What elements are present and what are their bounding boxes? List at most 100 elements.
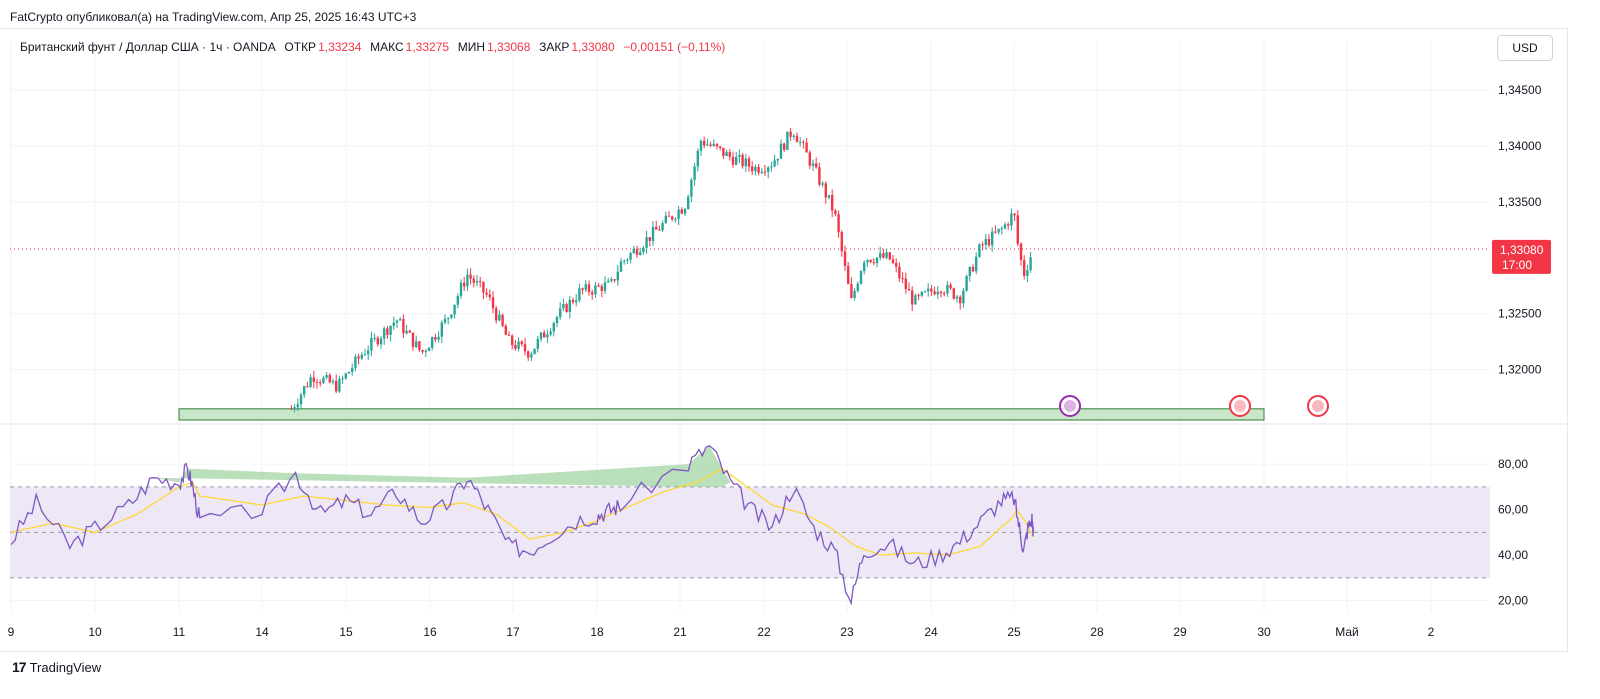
candle — [504, 323, 507, 335]
candle-body — [571, 299, 575, 303]
candle-body — [693, 166, 696, 180]
candle — [344, 372, 347, 380]
candle — [456, 293, 459, 309]
candle — [315, 378, 319, 389]
rsi-tick-label: 20,00 — [1498, 594, 1528, 608]
candle — [495, 305, 498, 324]
candle — [994, 225, 997, 234]
candle — [952, 287, 955, 300]
candle — [885, 248, 888, 260]
candle-body — [543, 332, 546, 338]
us-flag-event-icon — [1307, 395, 1329, 417]
candle — [651, 221, 655, 246]
candle — [533, 348, 536, 355]
close-label: ЗАКР — [539, 40, 570, 54]
candle-body — [747, 158, 751, 167]
candle-body — [895, 263, 898, 267]
candle — [587, 280, 591, 296]
candle-body — [837, 214, 840, 233]
candle — [943, 291, 946, 297]
candle — [1016, 209, 1019, 247]
candle — [751, 161, 754, 176]
candle-body — [443, 318, 447, 323]
candle — [322, 375, 325, 385]
candle-body — [975, 256, 978, 272]
candle — [907, 282, 911, 291]
candle — [463, 276, 466, 291]
candle — [664, 211, 667, 224]
candle-body — [1013, 213, 1016, 216]
candle-body — [379, 338, 383, 345]
candle-body — [952, 288, 955, 299]
candle-body — [955, 296, 959, 299]
publish-caption: FatCrypto опубликовал(а) на TradingView.… — [10, 10, 417, 24]
candle — [789, 127, 792, 141]
candle — [936, 286, 939, 299]
event-icon-fill — [1312, 400, 1324, 412]
candle — [981, 241, 984, 251]
candle-body — [415, 341, 418, 348]
tradingview-logo[interactable]: 17 TradingView — [12, 659, 101, 675]
candle-body — [437, 336, 440, 340]
candle-body — [754, 166, 757, 172]
event-icon-fill — [1064, 400, 1076, 412]
candle — [613, 278, 616, 283]
candle-body — [447, 317, 450, 319]
candle — [424, 348, 427, 358]
candle-body — [546, 334, 549, 338]
candle-body — [1003, 224, 1007, 229]
candle-body — [853, 290, 856, 298]
candle-body — [699, 140, 703, 151]
candle — [351, 363, 354, 377]
time-tick-label: 11 — [173, 625, 186, 639]
candle — [863, 260, 866, 275]
candle — [959, 295, 962, 310]
candle-body — [610, 279, 613, 281]
candle — [763, 165, 767, 176]
candle-body — [805, 142, 808, 153]
candle — [802, 139, 805, 149]
candle-body — [927, 288, 930, 292]
candle — [312, 371, 315, 389]
candle — [309, 374, 312, 388]
candle-body — [411, 332, 415, 348]
candle-body — [581, 288, 584, 290]
candle — [709, 141, 712, 148]
candle — [834, 209, 837, 217]
candle — [1023, 255, 1026, 280]
candle — [667, 210, 671, 217]
candle — [831, 189, 834, 218]
candle-body — [651, 226, 655, 241]
candle — [626, 257, 629, 264]
rsi-layer — [10, 445, 1490, 606]
time-tick-label: 16 — [423, 625, 437, 639]
candle-body — [738, 154, 741, 157]
candle — [472, 275, 475, 288]
price-badge-value: 1,33080 — [1500, 243, 1544, 257]
candle — [693, 162, 696, 186]
candle-body — [347, 371, 351, 374]
currency-button[interactable]: USD — [1497, 35, 1553, 61]
candle-body — [511, 335, 514, 345]
candle-body — [533, 348, 536, 355]
candle-body — [530, 354, 533, 358]
candle-body — [584, 284, 587, 290]
candle-body — [568, 299, 571, 312]
candle-body — [613, 279, 616, 281]
candle — [1003, 222, 1007, 230]
time-tick-label: 28 — [1090, 625, 1104, 639]
candle — [946, 281, 949, 297]
candle-body — [664, 215, 667, 223]
candle-body — [354, 356, 357, 369]
candle — [319, 379, 322, 387]
candle-body — [517, 341, 520, 349]
candle-body — [312, 377, 315, 382]
candle-body — [1016, 215, 1019, 244]
candle — [523, 338, 527, 356]
candle-body — [315, 381, 319, 383]
candle-body — [850, 284, 853, 298]
candle — [447, 317, 450, 325]
